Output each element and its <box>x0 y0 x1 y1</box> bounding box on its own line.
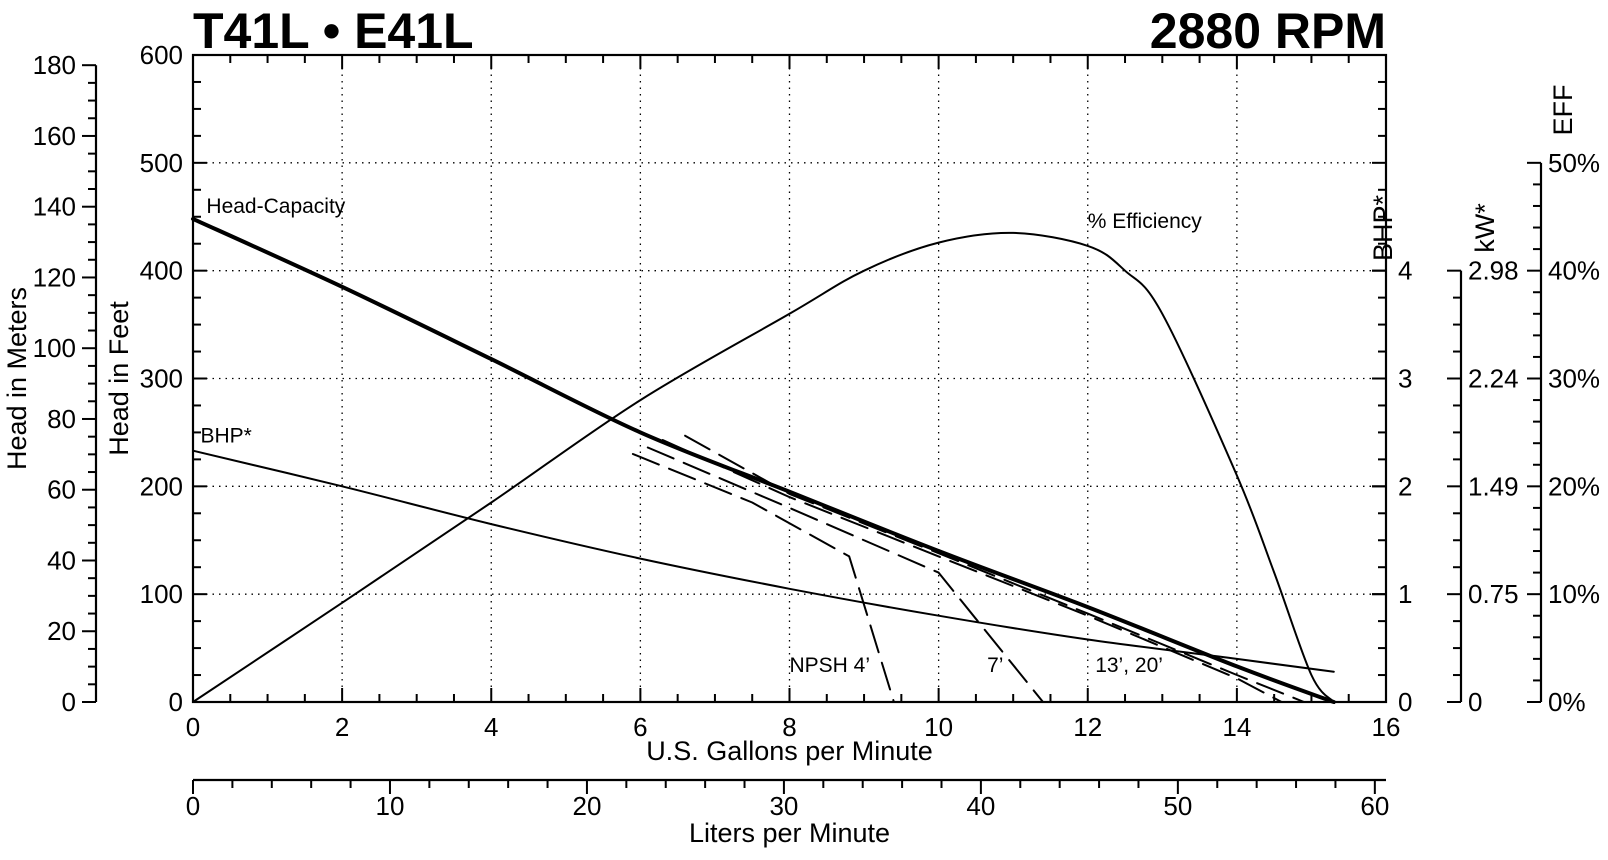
kw-axis-label: kW* <box>1470 203 1500 253</box>
y-tick-label: 200 <box>140 471 183 501</box>
x-tick-label: 4 <box>484 712 498 742</box>
kw-tick-label: 0.75 <box>1468 579 1519 609</box>
meters-tick-label: 180 <box>33 50 76 80</box>
y-tick-label: 0 <box>169 687 183 717</box>
x-tick-label: 10 <box>924 712 953 742</box>
eff-tick-label: 0% <box>1548 687 1586 717</box>
kw-tick-label: 1.49 <box>1468 471 1519 501</box>
eff-tick-label: 10% <box>1548 579 1600 609</box>
y-tick-label: 400 <box>140 256 183 286</box>
series-head-capacity-line <box>191 216 1336 704</box>
kw-tick-label: 2.98 <box>1468 256 1519 286</box>
series-13-20-line <box>661 439 1283 703</box>
chart-title: T41L • E41L <box>193 3 474 59</box>
lpm-tick-label: 20 <box>572 791 601 821</box>
meters-tick-label: 120 <box>33 262 76 292</box>
meters-tick-label: 160 <box>33 121 76 151</box>
y-tick-label: 600 <box>140 40 183 70</box>
labels-layer: Head-Capacity % Efficiency BHP* NPSH 4’ 7’ 13… <box>200 195 1202 677</box>
meters-tick-label: 100 <box>33 333 76 363</box>
x-tick-label: 12 <box>1073 712 1102 742</box>
eff-tick-label: 40% <box>1548 256 1600 286</box>
bhp-tick-label: 2 <box>1398 471 1412 501</box>
npsh-4-annotation: NPSH 4’ <box>790 654 871 677</box>
x-tick-label: 2 <box>335 712 349 742</box>
eff-tick-label: 50% <box>1548 148 1600 178</box>
eff-axis-label: EFF <box>1548 85 1578 136</box>
npsh-13-20-annotation: 13’, 20’ <box>1095 654 1163 677</box>
lpm-tick-label: 60 <box>1360 791 1389 821</box>
series-efficiency-line <box>192 231 1335 703</box>
lpm-tick-label: 10 <box>376 791 405 821</box>
lpm-tick-label: 0 <box>186 791 200 821</box>
x-axis-label: U.S. Gallons per Minute <box>646 736 933 766</box>
grid-layer <box>193 55 1386 702</box>
bhp-tick-label: 4 <box>1398 256 1412 286</box>
series-layer <box>191 216 1336 704</box>
x-tick-label: 14 <box>1222 712 1251 742</box>
x-tick-label: 6 <box>633 712 647 742</box>
meters-tick-label: 60 <box>47 475 76 505</box>
bhp-tick-label: 1 <box>1398 579 1412 609</box>
bhp-tick-label: 3 <box>1398 364 1412 394</box>
y-tick-label: 300 <box>140 364 183 394</box>
bhp-tick-label: 0 <box>1398 687 1412 717</box>
x-tick-label: 8 <box>782 712 796 742</box>
meters-tick-label: 80 <box>47 404 76 434</box>
axes-layer: 0 2 4 6 8 10 12 14 16U.S. Gallons per Minute0100… <box>2 40 1600 848</box>
efficiency-annotation: % Efficiency <box>1088 210 1202 233</box>
bhp-axis-label: BHP* <box>1368 194 1398 261</box>
lpm-tick-label: 50 <box>1163 791 1192 821</box>
meters-tick-label: 20 <box>47 616 76 646</box>
kw-tick-label: 0 <box>1468 687 1482 717</box>
meters-axis-label: Head in Meters <box>2 287 32 470</box>
x-tick-label: 0 <box>186 712 200 742</box>
eff-tick-label: 20% <box>1548 471 1600 501</box>
series-bhp-line <box>192 449 1335 673</box>
series-npsh-4-line <box>631 453 895 703</box>
meters-tick-label: 140 <box>33 192 76 222</box>
meters-tick-label: 40 <box>47 545 76 575</box>
series-npsh-6-line <box>684 434 1305 703</box>
eff-tick-label: 30% <box>1548 364 1600 394</box>
lpm-tick-label: 40 <box>966 791 995 821</box>
y-tick-label: 100 <box>140 579 183 609</box>
bhp-annotation: BHP* <box>200 425 251 448</box>
lpm-tick-label: 30 <box>769 791 798 821</box>
lpm-axis-label: Liters per Minute <box>689 818 890 848</box>
meters-tick-label: 0 <box>62 687 76 717</box>
head-capacity-annotation: Head-Capacity <box>206 195 345 218</box>
series-7-line <box>646 446 1044 703</box>
npsh-7-annotation: 7’ <box>987 654 1003 677</box>
chart-subtitle: 2880 RPM <box>1150 3 1386 59</box>
y-tick-label: 500 <box>140 148 183 178</box>
x-tick-label: 16 <box>1372 712 1401 742</box>
y-axis-label: Head in Feet <box>104 301 134 456</box>
kw-tick-label: 2.24 <box>1468 364 1519 394</box>
